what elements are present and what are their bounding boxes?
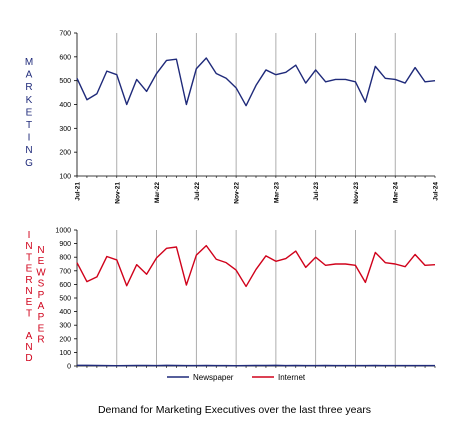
newspaper-side-label-letter: R <box>37 335 44 346</box>
newspaper-side-label-letter: E <box>38 256 45 267</box>
internet-newspaper-y-tick-label: 100 <box>59 350 71 357</box>
internet-newspaper-y-tick-label: 600 <box>59 282 71 289</box>
internet-newspaper-y-tick-label: 800 <box>59 255 71 262</box>
chart-caption: Demand for Marketing Executives over the… <box>97 404 372 416</box>
marketing-x-tick-label: Nov-21 <box>114 182 121 204</box>
internet-newspaper-y-tick-label: 500 <box>59 296 71 303</box>
internet-and-side-label-letter: E <box>26 297 33 308</box>
marketing-side-label-letter: T <box>26 120 32 131</box>
newspaper-side-label-letter: A <box>38 301 45 312</box>
internet-newspaper-y-tick-label: 200 <box>59 336 71 343</box>
internet-and-side-label-letter: E <box>26 264 33 275</box>
legend-internet-label: Internet <box>278 373 306 382</box>
internet-newspaper-y-tick-label: 300 <box>59 323 71 330</box>
marketing-y-tick-label: 100 <box>59 174 71 181</box>
marketing-y-tick-label: 400 <box>59 102 71 109</box>
marketing-x-tick-label: Jul-21 <box>75 182 82 201</box>
marketing-y-tick-label: 200 <box>59 150 71 157</box>
legend-newspaper-label: Newspaper <box>193 373 234 382</box>
newspaper-side-label-letter: W <box>36 267 46 278</box>
internet-newspaper-series-line-internet <box>76 244 436 288</box>
marketing-side-label-letter: N <box>25 145 32 156</box>
marketing-x-tick-label: Jul-23 <box>313 182 320 201</box>
internet-and-side-label-letter: T <box>26 308 32 319</box>
marketing-series-line <box>76 57 436 107</box>
internet-and-side-label-letter: N <box>25 241 32 252</box>
marketing-x-tick-label: Nov-23 <box>353 182 360 204</box>
marketing-x-tick-label: Mar-23 <box>273 182 280 203</box>
internet-and-side-label-letter: N <box>25 342 32 353</box>
marketing-y-tick-label: 300 <box>59 126 71 133</box>
newspaper-side-label-letter: N <box>37 245 44 256</box>
internet-and-side-label-letter: A <box>26 331 33 342</box>
marketing-side-label-letter: E <box>26 107 33 118</box>
marketing-side-label-letter: R <box>25 82 32 93</box>
marketing-y-tick-label: 600 <box>59 54 71 61</box>
marketing-side-label-letter: G <box>25 158 33 169</box>
marketing-x-tick-label: Jul-22 <box>194 182 201 201</box>
internet-and-side-label-letter: D <box>25 353 32 364</box>
newspaper-side-label-letter: P <box>38 312 45 323</box>
marketing-x-tick-label: Mar-24 <box>393 182 400 203</box>
internet-and-side-label-letter: R <box>25 275 32 286</box>
newspaper-side-label-letter: S <box>38 279 45 290</box>
marketing-x-tick-label: Nov-22 <box>234 182 241 204</box>
internet-newspaper-y-tick-label: 700 <box>59 268 71 275</box>
marketing-x-tick-label: Jul-24 <box>433 182 440 201</box>
marketing-chart: 100 200 300 400 500 600 700 Jul-21 Nov-21 Mar-22 J… <box>59 31 439 204</box>
internet-and-side-label-letter: I <box>28 230 31 241</box>
internet-newspaper-y-tick-label: 400 <box>59 309 71 316</box>
newspaper-side-label-letter: P <box>38 290 45 301</box>
marketing-x-tick-label: Mar-22 <box>154 182 161 203</box>
marketing-side-label-letter: K <box>26 95 33 106</box>
marketing-side-label-letter: A <box>26 70 33 81</box>
marketing-side-label-letter: I <box>28 133 31 144</box>
marketing-side-label-letter: M <box>25 57 33 68</box>
internet-newspaper-y-tick-label: 0 <box>67 364 71 371</box>
internet-newspaper-y-tick-label: 1000 <box>55 228 71 235</box>
marketing-y-tick-label: 500 <box>59 78 71 85</box>
marketing-y-tick-label: 700 <box>59 31 71 38</box>
legend: Newspaper Internet <box>167 373 306 382</box>
internet-newspaper-chart: 0 100 200 300 400 500 600 700 800 900 1000 <box>55 228 436 371</box>
internet-newspaper-y-tick-label: 900 <box>59 241 71 248</box>
internet-and-side-label-letter: N <box>25 286 32 297</box>
internet-and-side-label-letter: T <box>26 252 32 263</box>
newspaper-side-label-letter: E <box>38 323 45 334</box>
